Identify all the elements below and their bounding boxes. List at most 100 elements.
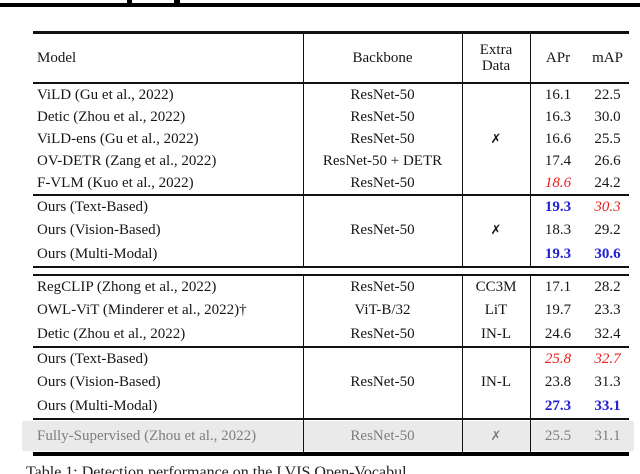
cell-backbone: ResNet-50 xyxy=(350,174,415,191)
cell-extra-data: LiT xyxy=(484,302,508,319)
table-bottom-rule xyxy=(33,452,629,456)
cell-map-value: 23.3 xyxy=(594,302,621,319)
column-separator xyxy=(462,420,463,452)
cell-model: Detic (Zhou et al., 2022) xyxy=(37,325,186,342)
table-row-group: ViLD (Gu et al., 2022) ResNet-50 16.1 22.5 D… xyxy=(33,84,629,194)
cell-backbone: ResNet-50 + DETR xyxy=(322,152,443,169)
cell-model: OV-DETR (Zang et al., 2022) xyxy=(37,152,217,169)
cell-apr-value: 19.7 xyxy=(544,302,572,319)
table-row: RegCLIP (Zhong et al., 2022) ResNet-50 CC3… xyxy=(33,276,629,299)
column-separator xyxy=(530,348,531,418)
cell-map-value: 31.1 xyxy=(594,427,621,444)
column-separator xyxy=(462,196,463,266)
cell-extra-data: CC3M xyxy=(475,279,517,296)
cell-apr-value: 25.8 xyxy=(544,351,572,368)
column-separator xyxy=(462,348,463,418)
cell-apr-value: 16.3 xyxy=(544,108,572,125)
cell-model: Fully-Supervised (Zhou et al., 2022) xyxy=(37,427,257,444)
cell-model: Ours (Multi-Modal) xyxy=(37,397,158,414)
cell-apr-value: 23.8 xyxy=(544,374,572,391)
col-header-model: Model xyxy=(37,50,77,66)
cell-backbone: ResNet-50 xyxy=(350,130,415,147)
cell-map-value: 26.6 xyxy=(594,152,621,169)
column-separator xyxy=(303,276,304,346)
table-row-group: Ours (Text-Based) 19.3 30.3 Ours (Vision-Ba… xyxy=(33,196,629,266)
column-separator xyxy=(462,34,463,82)
col-header-backbone: Backbone xyxy=(352,50,413,66)
no-extra-data-mark: ✗ xyxy=(490,428,502,444)
table-row: ViLD-ens (Gu et al., 2022) ResNet-50 ✗ 16.6… xyxy=(33,128,629,150)
table-row: F-VLM (Kuo et al., 2022) ResNet-50 18.6 24.… xyxy=(33,172,629,194)
cell-map-value: 29.2 xyxy=(594,222,621,239)
column-separator xyxy=(462,84,463,194)
table-body: ViLD (Gu et al., 2022) ResNet-50 16.1 22.5 D… xyxy=(22,84,634,456)
no-extra-data-mark: ✗ xyxy=(490,131,502,147)
table-header-row: Model Backbone Extra Data APr mAP xyxy=(33,34,629,82)
double-rule-top xyxy=(33,266,629,268)
cell-map-value: 25.5 xyxy=(594,130,621,147)
cell-apr-value: 18.3 xyxy=(544,222,572,239)
page-divider-rule xyxy=(0,3,640,7)
double-rule-bottom xyxy=(33,274,629,276)
cell-apr-value: 24.6 xyxy=(544,325,572,342)
column-separator xyxy=(530,84,531,194)
cell-model: Ours (Text-Based) xyxy=(37,351,148,368)
cell-map-value: 30.0 xyxy=(594,108,621,125)
column-separator xyxy=(530,276,531,346)
cell-map-value: 33.1 xyxy=(594,397,621,414)
table-row: Ours (Vision-Based) ResNet-50 IN-L 23.8 31.3 xyxy=(33,371,629,394)
cell-apr-value: 25.5 xyxy=(544,427,572,444)
cell-apr-value: 16.6 xyxy=(544,130,572,147)
header-bottom-rule xyxy=(33,82,629,84)
column-separator xyxy=(303,84,304,194)
cell-model: Ours (Text-Based) xyxy=(37,199,148,216)
table-row: Ours (Multi-Modal) 27.3 33.1 xyxy=(33,395,629,418)
cell-map-value: 22.5 xyxy=(594,86,621,103)
cell-apr-value: 27.3 xyxy=(544,397,572,414)
cell-map-value: 32.7 xyxy=(594,351,621,368)
results-table: Model Backbone Extra Data APr mAP ViLD (G… xyxy=(22,31,634,456)
cell-map-value: 32.4 xyxy=(594,325,621,342)
cell-model: RegCLIP (Zhong et al., 2022) xyxy=(37,279,217,296)
cell-map-value: 24.2 xyxy=(594,174,621,191)
table-row: Ours (Text-Based) 19.3 30.3 xyxy=(33,196,629,219)
cell-model: Ours (Vision-Based) xyxy=(37,222,161,239)
cell-apr-value: 17.4 xyxy=(544,152,572,169)
column-separator xyxy=(303,420,304,452)
cell-map-value: 28.2 xyxy=(594,279,621,296)
cell-model: Ours (Multi-Modal) xyxy=(37,245,158,262)
cell-backbone: ResNet-50 xyxy=(350,279,415,296)
cell-apr-value: 17.1 xyxy=(544,279,572,296)
cell-model: Detic (Zhou et al., 2022) xyxy=(37,108,186,125)
cropped-text-fragment xyxy=(174,0,180,3)
cell-backbone: ResNet-50 xyxy=(350,374,415,391)
cell-extra-data: IN-L xyxy=(481,325,511,342)
cell-backbone: ResNet-50 xyxy=(350,325,415,342)
table-row-group: RegCLIP (Zhong et al., 2022) ResNet-50 CC3… xyxy=(33,276,629,346)
cell-backbone: ResNet-50 xyxy=(350,86,415,103)
group-separator-rule xyxy=(33,418,629,420)
cell-apr-value: 19.3 xyxy=(544,245,572,262)
column-separator xyxy=(530,34,531,82)
table-row: Detic (Zhou et al., 2022) ResNet-50 16.3 30… xyxy=(33,106,629,128)
col-header-extra-data: Extra Data xyxy=(479,42,513,74)
table-row: OV-DETR (Zang et al., 2022) ResNet-50 + D… xyxy=(33,150,629,172)
column-separator xyxy=(530,196,531,266)
cell-map-value: 31.3 xyxy=(594,374,621,391)
table-caption: Table 1: Detection performance on the LV… xyxy=(26,464,407,474)
cell-model: OWL-ViT (Minderer et al., 2022)† xyxy=(37,302,247,319)
column-separator xyxy=(530,420,531,452)
cell-model: ViLD-ens (Gu et al., 2022) xyxy=(37,130,199,147)
cell-model: Ours (Vision-Based) xyxy=(37,374,161,391)
cell-backbone: ResNet-50 xyxy=(350,427,415,444)
table-row-group: Ours (Text-Based) 25.8 32.7 Ours (Vision-Ba… xyxy=(33,348,629,418)
no-extra-data-mark: ✗ xyxy=(490,223,502,239)
cell-model: F-VLM (Kuo et al., 2022) xyxy=(37,174,194,191)
column-separator xyxy=(303,196,304,266)
cell-apr-value: 19.3 xyxy=(544,199,572,216)
table-row: OWL-ViT (Minderer et al., 2022)† ViT-B/32… xyxy=(33,299,629,322)
table-row: Ours (Vision-Based) ResNet-50 ✗ 18.3 29.2 xyxy=(33,219,629,242)
group-separator-rule xyxy=(33,194,629,196)
column-separator xyxy=(303,34,304,82)
